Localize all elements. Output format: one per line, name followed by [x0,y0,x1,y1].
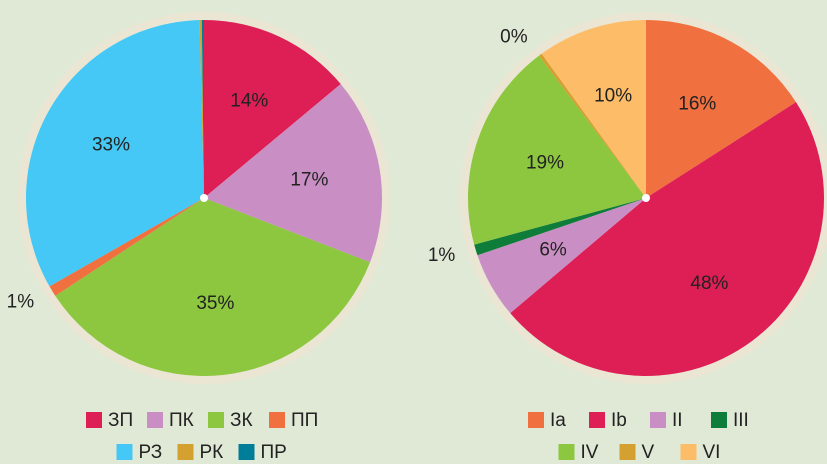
pie-center [200,194,208,202]
data-label: 14% [230,90,268,111]
data-label: 19% [526,152,564,173]
data-label: 6% [539,240,567,261]
legend-swatch [650,412,666,428]
legend-label: ЗК [230,410,253,431]
data-label: 1% [7,291,35,312]
data-label: 16% [678,93,716,114]
legend-swatch [680,444,697,460]
legend-swatch [269,412,285,428]
pie-slice [199,20,204,198]
pie-slice [646,20,797,198]
legend-swatch [619,444,636,460]
legend-label: IV [581,442,599,463]
legend-swatch [238,444,255,460]
legend-swatch [589,412,605,428]
legend-label: РЗ [139,442,163,463]
pie-slice [201,20,204,198]
pie-slice [541,20,646,198]
data-label: 17% [290,170,328,191]
legend-label: Ia [550,410,566,431]
data-label: 0% [500,27,528,48]
pie-slice [510,102,825,377]
pie-slice [467,55,646,245]
pie-slice [204,20,341,198]
legend-label: V [642,442,655,463]
legend-label: РК [200,442,224,463]
legend-label: ПК [169,410,194,431]
data-label: 48% [690,273,728,294]
data-label: 33% [92,135,130,156]
legend-label: III [733,410,749,431]
legend-label: VI [703,442,721,463]
legend-swatch [147,412,163,428]
pie-center [642,194,650,202]
legend-swatch [711,412,727,428]
legend-swatch [86,412,102,428]
legend-label: ПП [291,410,318,431]
legend-swatch [116,444,133,460]
pie-slice [204,84,382,263]
legend-label: ПР [261,442,287,463]
pie-slice [538,53,646,199]
legend-label: ЗП [108,410,133,431]
legend-label: Ib [611,410,627,431]
legend-swatch [208,412,224,428]
pie-slice [474,198,646,256]
data-label: 1% [428,245,456,266]
legend-label: II [672,410,683,431]
legend-swatch [177,444,194,460]
pie-slice [25,20,204,287]
legend-swatch [558,444,575,460]
pie-slice [55,198,371,377]
data-label: 35% [196,293,234,314]
pie-slice [477,198,646,314]
legend-swatch [528,412,544,428]
pie-slice [49,198,204,296]
data-label: 10% [594,85,632,106]
